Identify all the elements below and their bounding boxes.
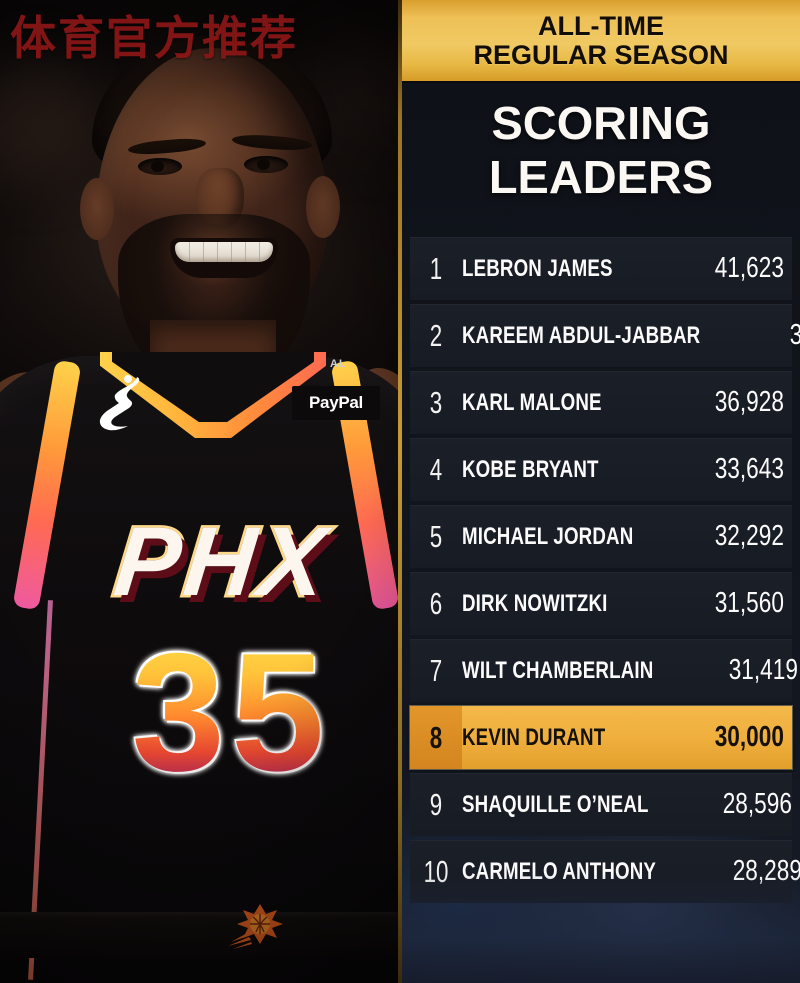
row-points: 33,643 (715, 453, 785, 485)
row-player-name: KARL MALONE (462, 388, 602, 416)
row-rank: 6 (429, 585, 443, 621)
watermark: 体育官方推荐 (10, 11, 298, 65)
row-player-name: LEBRON JAMES (462, 254, 613, 282)
row-points: 31,419 (729, 654, 799, 686)
row-player-name: SHAQUILLE O’NEAL (462, 790, 649, 818)
row-rank: 9 (429, 786, 443, 822)
ear-left (80, 178, 114, 240)
panel-divider (398, 0, 402, 983)
row-points: 41,623 (715, 252, 785, 284)
row-points: 31,560 (715, 587, 785, 619)
row-points: 28,289 (732, 855, 800, 887)
table-row[interactable]: 3 KARL MALONE 36,928 (410, 371, 792, 434)
shorts-waistband (0, 912, 401, 958)
row-points: 38,387 (789, 319, 800, 352)
row-player-name: KAREEM ABDUL-JABBAR (462, 321, 701, 349)
ear-right (306, 176, 340, 238)
sponsor-patch: PayPal (292, 386, 380, 420)
row-player-name: MICHAEL JORDAN (462, 522, 634, 550)
row-points: 32,292 (715, 520, 785, 552)
row-rank: 7 (429, 652, 443, 688)
phoenix-suns-icon (228, 904, 283, 949)
jumpman-icon (99, 375, 140, 431)
table-row[interactable]: 2 KAREEM ABDUL-JABBAR 38,387 (410, 304, 800, 367)
row-points: 36,928 (715, 386, 785, 418)
row-rank: 1 (429, 250, 443, 286)
table-row[interactable]: 6 DIRK NOWITZKI 31,560 (410, 572, 792, 635)
row-rank: 10 (423, 853, 449, 889)
table-row[interactable]: 4 KOBE BRYANT 33,643 (410, 438, 792, 501)
row-player-name: KEVIN DURANT (462, 723, 606, 751)
row-player-name: KOBE BRYANT (462, 455, 599, 483)
bokeh-light (0, 60, 100, 180)
jersey-wordmark: PHX (107, 504, 337, 619)
eye-left (138, 158, 182, 175)
shoulder-patch: AL (330, 358, 347, 370)
row-rank: 2 (429, 317, 443, 353)
teeth (175, 242, 273, 262)
table-row[interactable]: 8 KEVIN DURANT 30,000 (410, 706, 792, 769)
player-photo: AL PayPal PHX 35 体育官方推荐 (0, 0, 401, 983)
rank-highlight-block (410, 706, 462, 769)
row-player-name: WILT CHAMBERLAIN (462, 656, 654, 684)
mouth (170, 238, 278, 278)
row-points: 30,000 (715, 721, 785, 753)
row-rank: 8 (429, 719, 443, 755)
leaderboard-panel: ALL-TIME REGULAR SEASON SCORING LEADERS … (402, 0, 800, 983)
row-player-name: CARMELO ANTHONY (462, 857, 657, 885)
table-row[interactable]: 10 CARMELO ANTHONY 28,289 (410, 840, 800, 903)
page-title: SCORING LEADERS (488, 97, 714, 203)
header-line-2: REGULAR SEASON (473, 39, 729, 70)
row-rank: 4 (429, 451, 443, 487)
eye-right (244, 156, 288, 173)
row-points: 28,596 (722, 788, 793, 820)
jersey-number: 35 (96, 628, 366, 796)
row-player-name: DIRK NOWITZKI (462, 589, 608, 617)
row-rank: 5 (429, 518, 443, 554)
sponsor-patch-label: PayPal (309, 393, 363, 412)
table-row[interactable]: 5 MICHAEL JORDAN 32,292 (410, 505, 792, 568)
header-line-1: ALL-TIME (538, 11, 664, 42)
table-row[interactable]: 7 WILT CHAMBERLAIN 31,419 (410, 639, 798, 702)
leaderboard-list: 1 LEBRON JAMES 41,623 2 KAREEM ABDUL-JABBAR 3… (410, 237, 800, 907)
panel-header: ALL-TIME REGULAR SEASON (402, 0, 800, 81)
table-row[interactable]: 9 SHAQUILLE O’NEAL 28,596 (410, 773, 792, 836)
row-rank: 3 (429, 384, 443, 420)
table-row[interactable]: 1 LEBRON JAMES 41,623 (410, 237, 792, 300)
